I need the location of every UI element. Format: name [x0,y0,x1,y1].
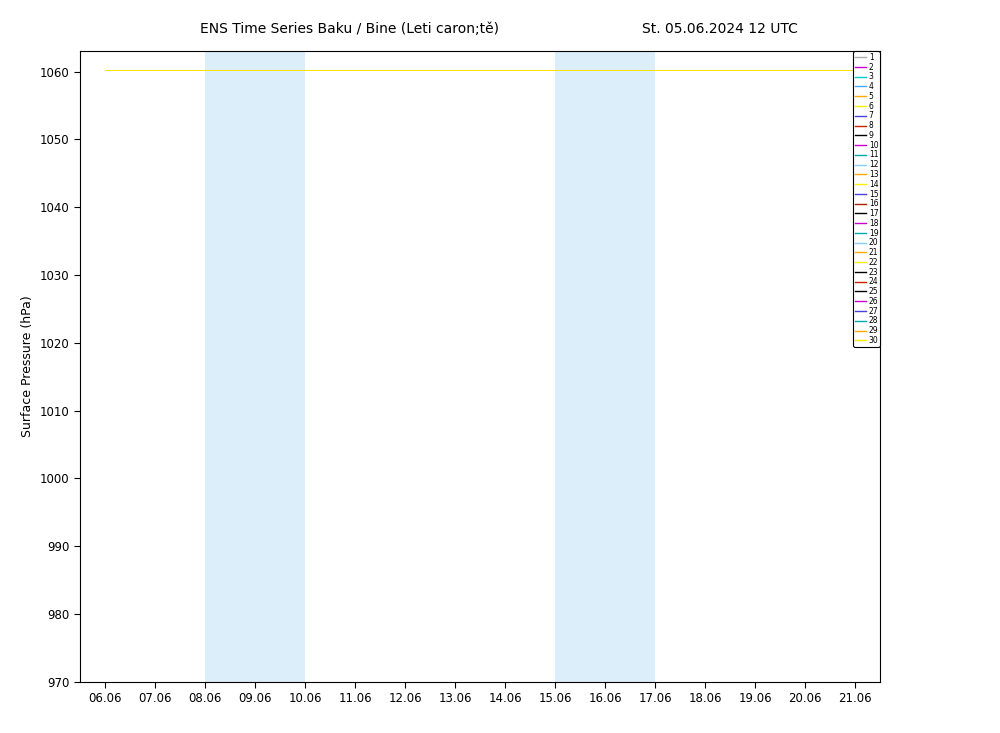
Legend: 1, 2, 3, 4, 5, 6, 7, 8, 9, 10, 11, 12, 13, 14, 15, 16, 17, 18, 19, 20, 21, 22, 2: 1, 2, 3, 4, 5, 6, 7, 8, 9, 10, 11, 12, 1… [853,51,880,347]
Text: ENS Time Series Baku / Bine (Leti caron;tě): ENS Time Series Baku / Bine (Leti caron;… [200,22,500,36]
Text: St. 05.06.2024 12 UTC: St. 05.06.2024 12 UTC [642,22,798,36]
Y-axis label: Surface Pressure (hPa): Surface Pressure (hPa) [21,295,34,438]
Bar [555,51,655,682]
Bar [205,51,305,682]
